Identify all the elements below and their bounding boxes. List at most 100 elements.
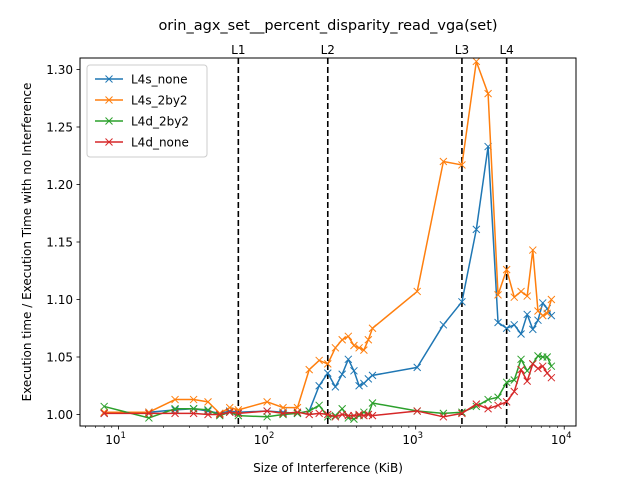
data-point — [494, 401, 502, 410]
y-tick-label: 1.05 — [46, 350, 73, 364]
data-point-stroke — [528, 360, 537, 368]
data-point-stroke — [263, 412, 271, 421]
data-point — [215, 410, 224, 419]
data-point — [279, 409, 287, 418]
data-point-stroke — [215, 410, 224, 419]
data-point — [439, 320, 448, 329]
data-point-stroke — [204, 410, 212, 419]
data-point-stroke — [100, 402, 109, 411]
data-point-stroke — [305, 410, 314, 419]
data-point — [360, 346, 368, 354]
data-point-stroke — [350, 366, 358, 375]
data-point — [517, 330, 525, 338]
data-point — [484, 395, 492, 404]
data-point-stroke — [510, 320, 519, 329]
y-tick-label: 1.15 — [46, 235, 73, 249]
data-point-stroke — [204, 397, 212, 406]
data-point-stroke — [331, 411, 340, 420]
y-axis: 1.00 1.05 1.10 1.15 1.20 1.25 1.30 — [46, 63, 80, 422]
data-point — [547, 311, 556, 320]
data-point-stroke — [472, 57, 481, 66]
data-point-stroke — [315, 356, 324, 365]
data-point — [315, 356, 324, 365]
data-point — [439, 412, 448, 421]
data-point-stroke — [171, 409, 179, 418]
data-point — [331, 412, 340, 421]
legend-marker — [105, 138, 113, 146]
data-point — [279, 403, 287, 412]
data-point — [502, 265, 511, 274]
data-point-stroke — [534, 307, 542, 315]
data-point — [279, 410, 287, 419]
data-point-stroke — [344, 355, 353, 364]
legend-item: L4s_none — [95, 72, 188, 86]
data-point — [315, 401, 324, 410]
data-point-stroke — [538, 299, 547, 307]
data-point — [355, 381, 363, 390]
data-point — [145, 409, 153, 418]
data-point — [263, 412, 271, 421]
data-point-stroke — [494, 401, 502, 410]
data-point-stroke — [355, 410, 363, 419]
data-point-stroke — [331, 412, 340, 421]
data-point — [472, 57, 481, 66]
data-point-stroke — [234, 406, 243, 414]
data-point-stroke — [523, 366, 532, 375]
data-point — [494, 393, 502, 402]
data-point-stroke — [293, 409, 302, 418]
data-point — [100, 408, 109, 417]
data-point-stroke — [338, 370, 347, 379]
data-point-stroke — [263, 397, 271, 406]
cache-level-label: L4 — [499, 43, 513, 57]
data-point-stroke — [538, 362, 547, 371]
data-point — [338, 370, 347, 379]
data-point — [494, 291, 502, 299]
legend-label: L4s_2by2 — [131, 93, 188, 107]
data-point-stroke — [368, 324, 377, 333]
data-point-stroke — [364, 374, 373, 383]
data-point-stroke — [293, 408, 302, 417]
data-point — [323, 369, 332, 377]
data-point — [350, 366, 358, 375]
data-point — [368, 371, 377, 380]
data-point-stroke — [439, 157, 448, 166]
x-axis-label: Size of Interference (KiB) — [253, 461, 403, 475]
data-point-stroke — [350, 341, 358, 350]
data-point-stroke — [279, 403, 287, 412]
data-point-stroke — [315, 409, 324, 418]
data-point — [547, 295, 556, 304]
data-point-stroke — [364, 335, 373, 344]
data-point — [331, 411, 340, 420]
data-point — [364, 335, 373, 344]
data-point-stroke — [547, 295, 556, 304]
data-point — [360, 411, 368, 420]
data-point-stroke — [279, 409, 287, 418]
x-tick-exponent: 3 — [418, 431, 423, 441]
data-point-stroke — [368, 399, 377, 407]
data-point-stroke — [523, 292, 532, 300]
data-point-stroke — [279, 410, 287, 419]
data-point-stroke — [331, 383, 340, 391]
data-point — [502, 378, 511, 387]
data-point — [538, 311, 547, 320]
data-point — [543, 353, 552, 361]
data-point — [494, 318, 502, 327]
data-point-stroke — [528, 325, 537, 334]
data-point — [413, 287, 422, 296]
data-point — [355, 410, 363, 419]
data-point-stroke — [338, 404, 347, 413]
data-point — [364, 374, 373, 383]
data-point — [323, 410, 332, 419]
data-point-stroke — [323, 410, 332, 419]
data-point-stroke — [145, 409, 153, 418]
data-point — [413, 363, 422, 372]
data-point-stroke — [510, 387, 519, 396]
data-point-stroke — [517, 355, 525, 364]
x-tick-exponent: 2 — [269, 431, 274, 441]
data-point — [323, 360, 332, 368]
data-point — [293, 409, 302, 418]
data-point — [484, 404, 492, 413]
data-point — [523, 292, 532, 300]
data-point — [305, 410, 314, 419]
